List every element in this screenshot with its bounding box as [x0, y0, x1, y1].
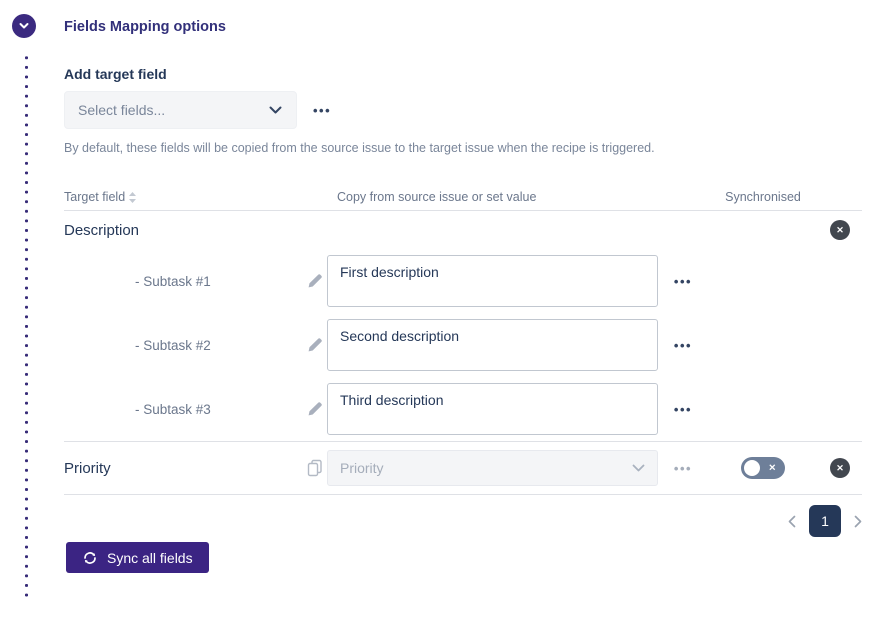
add-target-field-heading: Add target field — [64, 66, 167, 82]
subtask-row-1: - Subtask #1 First description ••• — [64, 249, 862, 313]
subtask-2-label: - Subtask #2 — [135, 337, 211, 353]
column-header-target-field[interactable]: Target field — [64, 190, 307, 204]
subtask-3-options-button[interactable]: ••• — [672, 398, 694, 421]
collapse-panel-button[interactable] — [12, 14, 36, 38]
remove-priority-field-button[interactable]: ✕ — [830, 458, 850, 478]
chevron-left-icon — [788, 515, 796, 528]
subtask-2-options-button[interactable]: ••• — [672, 334, 694, 357]
prev-page-button[interactable] — [788, 515, 796, 528]
sort-icon — [129, 191, 137, 203]
toggle-knob — [744, 460, 760, 476]
add-field-controls: Select fields... ••• — [64, 91, 862, 129]
subtask-3-value-input[interactable]: Third description — [327, 383, 658, 435]
pencil-icon — [307, 401, 323, 417]
priority-options-button-disabled: ••• — [672, 457, 694, 480]
next-page-button[interactable] — [854, 515, 862, 528]
priority-field-row: Priority Priority ••• ✕ — [64, 442, 862, 495]
remove-description-field-button[interactable]: ✕ — [830, 220, 850, 240]
subtask-row-2: - Subtask #2 Second description ••• — [64, 313, 862, 377]
fields-mapping-table: Target field Copy from source issue or s… — [64, 190, 862, 495]
table-header-row: Target field Copy from source issue or s… — [64, 190, 862, 211]
priority-select-placeholder: Priority — [340, 460, 384, 476]
subtask-3-label: - Subtask #3 — [135, 401, 211, 417]
subtask-2-value-input[interactable]: Second description — [327, 319, 658, 371]
field-label-priority: Priority — [64, 459, 111, 477]
dotted-guide-line — [25, 53, 28, 603]
column-header-copy-value: Copy from source issue or set value — [337, 190, 537, 204]
fields-mapping-panel: Fields Mapping options Add target field … — [64, 0, 862, 573]
priority-value-dropdown[interactable]: Priority — [327, 450, 658, 486]
toggle-off-x-icon: ✕ — [768, 462, 776, 473]
pagination: 1 — [64, 505, 862, 537]
sync-all-fields-label: Sync all fields — [107, 549, 193, 566]
description-field-row: Description ✕ — [64, 211, 862, 249]
subtask-1-label: - Subtask #1 — [135, 273, 211, 289]
page-1-button[interactable]: 1 — [809, 505, 841, 537]
column-header-synchronised: Synchronised — [725, 190, 801, 204]
sync-all-fields-button[interactable]: Sync all fields — [66, 542, 209, 573]
subtask-row-3: - Subtask #3 Third description ••• — [64, 377, 862, 442]
more-options-button[interactable]: ••• — [311, 99, 333, 122]
pencil-icon — [307, 273, 323, 289]
subtask-1-options-button[interactable]: ••• — [672, 270, 694, 293]
copy-icon — [307, 459, 323, 477]
select-fields-dropdown[interactable]: Select fields... — [64, 91, 297, 129]
page-title: Fields Mapping options — [64, 19, 226, 35]
synchronised-toggle[interactable]: ✕ — [741, 457, 785, 479]
help-text: By default, these fields will be copied … — [64, 141, 655, 155]
target-field-header-label: Target field — [64, 190, 126, 204]
select-fields-placeholder: Select fields... — [78, 102, 166, 118]
chevron-down-icon — [632, 464, 645, 472]
sync-icon — [82, 550, 98, 566]
chevron-down-icon — [269, 106, 282, 114]
field-label-description: Description — [64, 221, 140, 239]
chevron-right-icon — [854, 515, 862, 528]
pencil-icon — [307, 337, 323, 353]
chevron-down-icon — [16, 18, 32, 34]
subtask-1-value-input[interactable]: First description — [327, 255, 658, 307]
